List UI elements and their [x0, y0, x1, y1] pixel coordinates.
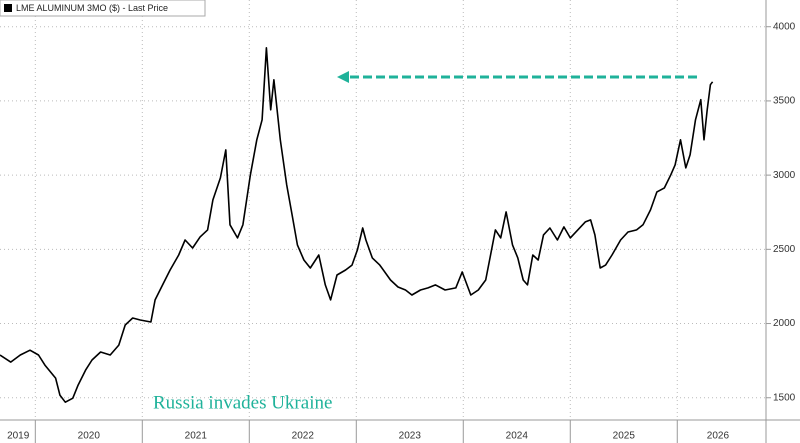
annotation-arrow	[337, 71, 697, 83]
legend-swatch	[4, 4, 12, 12]
arrow-head	[337, 71, 349, 83]
legend: LME ALUMINUM 3MO ($) - Last Price	[0, 0, 206, 17]
x-tick-label: 2020	[78, 431, 101, 442]
legend-box	[0, 0, 206, 17]
x-tick-label: 2019	[7, 431, 30, 442]
y-tick-label: 2000	[773, 318, 796, 329]
x-tick-label: 2021	[185, 431, 208, 442]
x-tick-label: 2022	[292, 431, 315, 442]
x-tick-label: 2023	[399, 431, 422, 442]
y-tick-label: 2500	[773, 244, 796, 255]
y-tick-label: 4000	[773, 21, 796, 32]
x-tick-label: 2024	[506, 431, 529, 442]
annotation: Russia invades Ukraine	[153, 392, 332, 413]
y-tick-label: 1500	[773, 392, 796, 403]
price-line	[0, 47, 714, 403]
legend-label: LME ALUMINUM 3MO ($) - Last Price	[16, 3, 168, 13]
x-tick-label: 2025	[613, 431, 636, 442]
x-tick-label: 2026	[707, 431, 730, 442]
y-tick-label: 3000	[773, 170, 796, 181]
y-tick-label: 3500	[773, 96, 796, 107]
